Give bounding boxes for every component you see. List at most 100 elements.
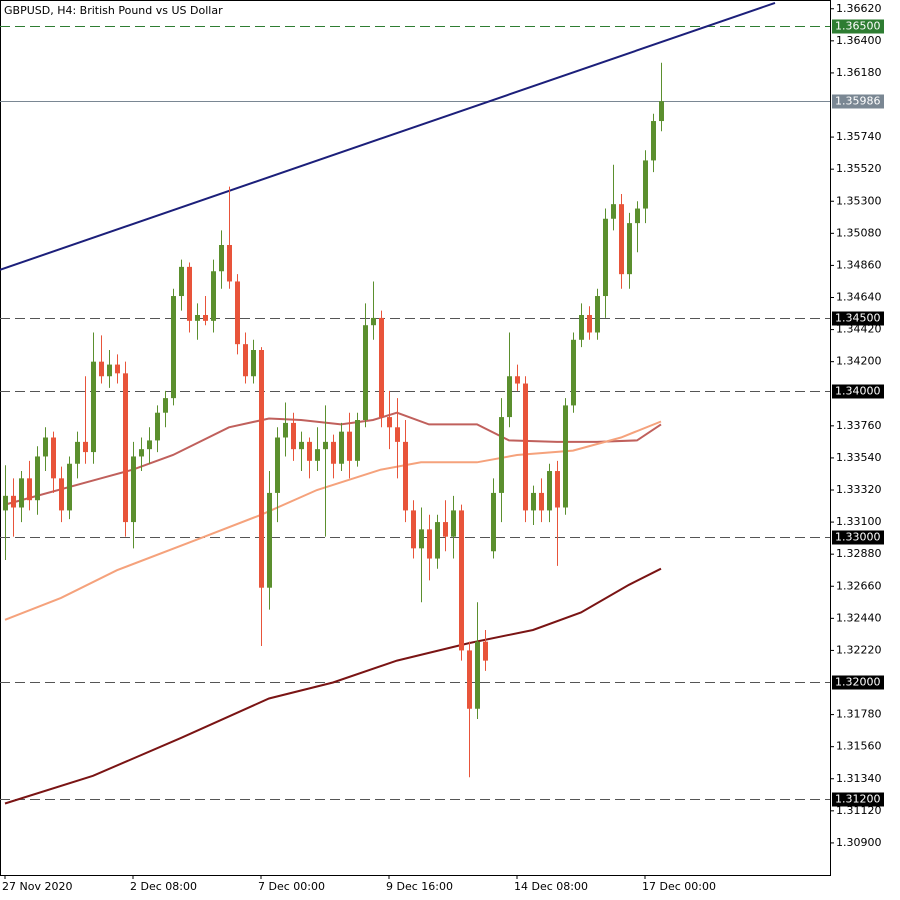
candle-body bbox=[435, 522, 440, 559]
candle-body bbox=[251, 350, 256, 377]
level-box bbox=[832, 675, 884, 690]
x-tick-label: 2 Dec 08:00 bbox=[130, 880, 197, 893]
candle-body bbox=[307, 441, 312, 461]
candle-body bbox=[651, 121, 656, 161]
candle-body bbox=[35, 456, 40, 501]
plot-frame bbox=[0, 0, 831, 876]
candle-body bbox=[51, 437, 56, 479]
level-box bbox=[832, 19, 884, 34]
candle-body bbox=[499, 417, 504, 493]
y-tick-label: 1.31120 bbox=[836, 804, 882, 817]
candle-body bbox=[3, 495, 8, 511]
moving-average bbox=[4, 420, 662, 621]
x-tick-label: 7 Dec 00:00 bbox=[258, 880, 325, 893]
candle-body bbox=[395, 427, 400, 442]
level-box bbox=[832, 530, 884, 545]
candle-body bbox=[619, 204, 624, 275]
level-label: 1.34000 bbox=[835, 385, 881, 398]
candle-body bbox=[467, 650, 472, 709]
candle-body bbox=[611, 204, 616, 219]
candle-body bbox=[523, 383, 528, 511]
candle-body bbox=[259, 350, 264, 588]
moving-average bbox=[4, 567, 662, 805]
candle-body bbox=[283, 422, 288, 438]
candle-body bbox=[571, 339, 576, 406]
candle-body bbox=[331, 441, 336, 464]
y-tick-label: 1.36400 bbox=[836, 34, 882, 47]
level-box bbox=[832, 792, 884, 807]
x-tick-label: 9 Dec 16:00 bbox=[386, 880, 453, 893]
y-tick-label: 1.31560 bbox=[836, 740, 882, 753]
x-tick-label: 27 Nov 2020 bbox=[2, 880, 72, 893]
candle-body bbox=[507, 376, 512, 418]
y-tick-label: 1.32660 bbox=[836, 579, 882, 592]
y-tick-label: 1.34200 bbox=[836, 355, 882, 368]
candle-body bbox=[59, 478, 64, 511]
candle-body bbox=[267, 492, 272, 588]
candle-body bbox=[411, 510, 416, 549]
x-tick-label: 14 Dec 08:00 bbox=[514, 880, 588, 893]
candle-body bbox=[491, 492, 496, 552]
candle-body bbox=[131, 456, 136, 523]
candle-body bbox=[203, 315, 208, 321]
y-tick-label: 1.33760 bbox=[836, 419, 882, 432]
candle-body bbox=[635, 208, 640, 224]
y-tick-label: 1.36620 bbox=[836, 2, 882, 15]
candle-body bbox=[627, 223, 632, 275]
candle-body bbox=[443, 522, 448, 537]
candle-body bbox=[19, 478, 24, 508]
level-label: 1.33000 bbox=[835, 531, 881, 544]
candle-body bbox=[123, 373, 128, 523]
candle-body bbox=[139, 449, 144, 457]
y-tick-label: 1.32220 bbox=[836, 643, 882, 656]
y-tick-label: 1.31340 bbox=[836, 772, 882, 785]
candle-body bbox=[427, 529, 432, 559]
candle-body bbox=[27, 478, 32, 501]
candle-body bbox=[459, 510, 464, 651]
candle-body bbox=[275, 437, 280, 493]
candle-body bbox=[291, 422, 296, 450]
y-tick-label: 1.33320 bbox=[836, 483, 882, 496]
y-tick-label: 1.34860 bbox=[836, 258, 882, 271]
candle-body bbox=[315, 449, 320, 461]
chart-title: GBPUSD, H4: British Pound vs US Dollar bbox=[4, 4, 223, 17]
candle-body bbox=[371, 317, 376, 326]
candle-body bbox=[643, 160, 648, 209]
candle-body bbox=[347, 431, 352, 461]
y-tick-label: 1.32440 bbox=[836, 611, 882, 624]
candle-body bbox=[227, 245, 232, 282]
trend-line bbox=[0, 1, 776, 271]
y-tick-label: 1.35300 bbox=[836, 194, 882, 207]
candle-body bbox=[115, 364, 120, 374]
y-tick-label: 1.35520 bbox=[836, 162, 882, 175]
candle-body bbox=[387, 417, 392, 428]
candle-body bbox=[11, 495, 16, 508]
y-tick-label: 1.36180 bbox=[836, 66, 882, 79]
candle-body bbox=[595, 296, 600, 333]
candle-body bbox=[355, 420, 360, 461]
y-tick-label: 1.35740 bbox=[836, 130, 882, 143]
candle-body bbox=[219, 245, 224, 272]
candle-body bbox=[531, 492, 536, 511]
candle-body bbox=[419, 529, 424, 549]
candle-body bbox=[603, 218, 608, 297]
candle-body bbox=[547, 471, 552, 511]
level-label: 1.32000 bbox=[835, 676, 881, 689]
y-tick-label: 1.35080 bbox=[836, 226, 882, 239]
candle-body bbox=[235, 281, 240, 345]
candle-body bbox=[339, 431, 344, 464]
candle-body bbox=[107, 364, 112, 377]
last-price-box bbox=[832, 94, 884, 109]
level-box bbox=[832, 384, 884, 399]
last-price-label: 1.35986 bbox=[835, 95, 881, 108]
candle-body bbox=[475, 641, 480, 709]
x-tick-label: 17 Dec 00:00 bbox=[642, 880, 716, 893]
candle-body bbox=[243, 344, 248, 377]
candle-body bbox=[323, 441, 328, 450]
candle-body bbox=[171, 296, 176, 399]
level-box bbox=[832, 311, 884, 326]
y-tick-label: 1.32880 bbox=[836, 547, 882, 560]
y-tick-label: 1.33540 bbox=[836, 451, 882, 464]
candle-body bbox=[587, 315, 592, 333]
